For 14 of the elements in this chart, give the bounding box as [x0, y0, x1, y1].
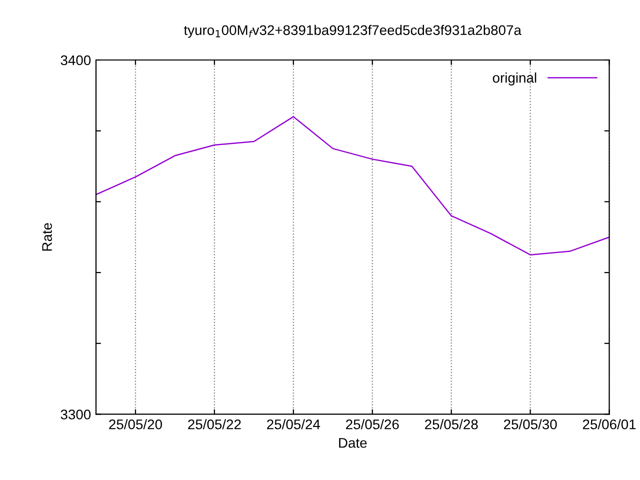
line-series: [96, 116, 610, 256]
x-tick-label: 25/05/30: [504, 419, 557, 430]
x-tick-label: 25/05/20: [109, 419, 162, 430]
x-tick-label: 25/06/01: [582, 419, 636, 430]
x-tick-label: 25/05/22: [188, 419, 241, 430]
chart-title: tyuro$_{1}$00M$_{f}$v32+8391ba99123f7eed5cde3f931a2b807a: [184, 24, 522, 38]
x-tick-label: 25/05/24: [267, 419, 320, 430]
legend-label: original: [492, 72, 536, 86]
x-tick-label: 25/05/26: [346, 419, 399, 430]
x-axis-title: Date: [339, 438, 367, 448]
y-tick-label: 3400: [60, 55, 91, 66]
y-axis-title: Rate: [42, 223, 52, 251]
x-tick-label: 25/05/28: [425, 419, 478, 430]
y-tick-label: 3300: [60, 410, 91, 420]
